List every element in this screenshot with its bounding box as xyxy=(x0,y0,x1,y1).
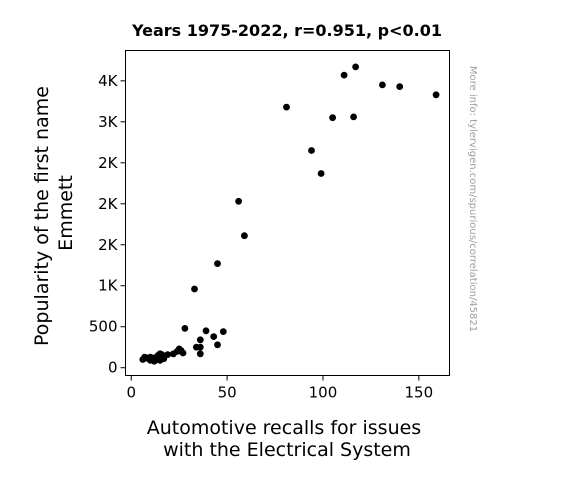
data-point-33 xyxy=(219,328,227,335)
y-tick-label-0: 0 xyxy=(108,359,118,377)
y-tick-label-3: 2K xyxy=(98,236,119,254)
data-point-17 xyxy=(164,351,172,358)
data-point-27 xyxy=(196,343,204,351)
data-point-41 xyxy=(350,113,357,121)
chart-title: Years 1975-2022, r=0.951, p<0.01 xyxy=(131,21,442,40)
x-tick-label-1: 50 xyxy=(218,384,237,402)
data-point-45 xyxy=(432,91,440,99)
source-watermark: More info: tylervigen.com/spurious/corre… xyxy=(467,66,478,332)
data-point-29 xyxy=(202,327,210,335)
y-axis-label-line-1: Popularity of the first name xyxy=(31,86,53,346)
y-tick-label-1: 500 xyxy=(89,318,118,336)
data-point-28 xyxy=(196,350,204,358)
data-point-42 xyxy=(352,63,359,71)
x-axis-label-line-2: with the Electrical System xyxy=(163,439,411,461)
x-tick-label-3: 150 xyxy=(405,384,434,402)
x-tick-label-0: 0 xyxy=(126,384,136,402)
y-axis-label: Popularity of the first name Emmett xyxy=(31,80,77,346)
data-point-24 xyxy=(191,285,198,293)
y-tick-label-2: 1K xyxy=(98,277,119,295)
data-point-26 xyxy=(196,336,204,344)
data-point-38 xyxy=(317,170,325,177)
x-axis-label: Automotive recalls for issues with the E… xyxy=(147,417,428,461)
data-point-40 xyxy=(340,71,348,79)
data-point-23 xyxy=(181,325,189,332)
data-point-36 xyxy=(283,103,290,111)
y-axis-label-line-2: Emmett xyxy=(55,175,77,251)
data-point-35 xyxy=(241,232,248,240)
x-axis-ticks: 0 50 100 150 xyxy=(126,375,434,402)
data-point-22 xyxy=(179,349,187,357)
data-point-43 xyxy=(379,81,386,89)
data-point-30 xyxy=(210,333,218,340)
data-point-31 xyxy=(214,341,221,349)
data-points xyxy=(139,63,440,365)
x-axis-label-line-1: Automotive recalls for issues xyxy=(147,417,422,439)
data-point-32 xyxy=(214,260,221,267)
data-point-37 xyxy=(308,147,315,154)
y-tick-label-5: 2K xyxy=(98,154,119,172)
y-axis-ticks: 0 500 1K 2K 2K 2K 3K 4K xyxy=(89,72,126,377)
y-tick-label-4: 2K xyxy=(98,195,119,213)
x-tick-label-2: 100 xyxy=(309,384,338,402)
y-tick-label-7: 4K xyxy=(98,72,119,90)
data-point-44 xyxy=(396,83,404,90)
plot-frame xyxy=(125,50,450,376)
y-tick-label-6: 3K xyxy=(98,113,119,131)
data-point-39 xyxy=(329,114,336,122)
data-point-34 xyxy=(235,197,243,205)
